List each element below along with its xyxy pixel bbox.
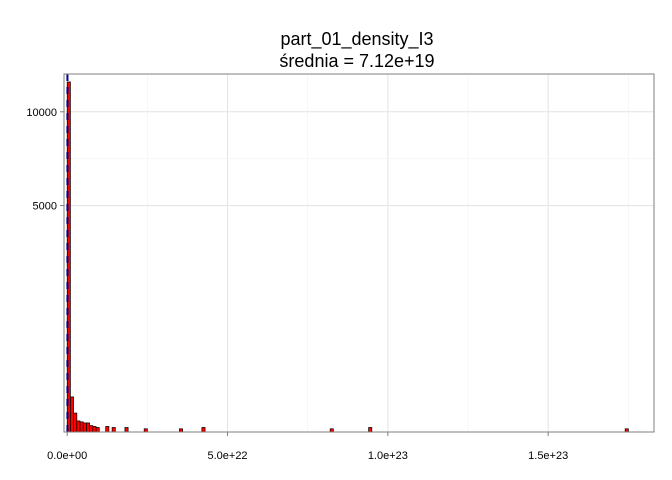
histogram-bar: [201, 427, 206, 433]
histogram-bar: [82, 422, 87, 433]
chart-subtitle: średnia = 7.12e+19: [279, 51, 434, 71]
y-tick-label: 10000: [26, 107, 57, 119]
histogram-bar: [76, 420, 81, 433]
histogram-bar: [86, 422, 91, 433]
x-tick-label: 1.5e+23: [528, 450, 568, 462]
histogram-bar: [368, 427, 373, 433]
x-tick-label: 1.0e+23: [368, 450, 408, 462]
histogram-bar: [111, 427, 116, 433]
plot-panel: [64, 74, 654, 432]
x-axis: 0.0e+00 5.0e+22 1.0e+23 1.5e+23: [47, 432, 568, 462]
histogram-bar: [105, 426, 110, 433]
histogram-bar: [73, 412, 78, 433]
histogram-bar: [79, 421, 84, 433]
histogram-bar: [95, 427, 100, 433]
y-axis: 5000 10000: [26, 107, 64, 213]
histogram-bar: [89, 425, 94, 433]
histogram-bar: [124, 427, 129, 433]
y-tick-label: 5000: [33, 201, 57, 213]
histogram-bar: [92, 426, 97, 433]
chart-title: part_01_density_I3: [280, 29, 433, 50]
x-tick-label: 5.0e+22: [207, 450, 247, 462]
plot-border: [63, 73, 655, 433]
x-tick-label: 0.0e+00: [47, 450, 87, 462]
histogram-bar: [70, 396, 74, 433]
